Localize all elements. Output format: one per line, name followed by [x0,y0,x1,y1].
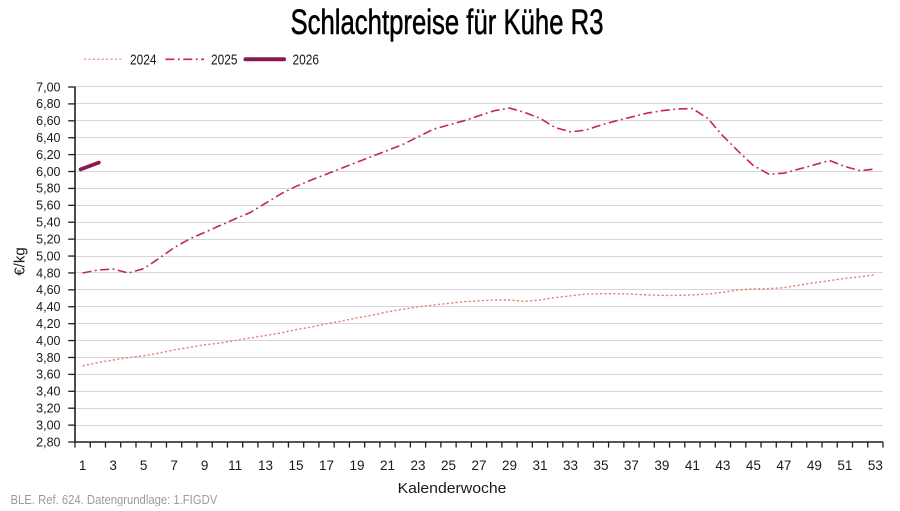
svg-text:31: 31 [532,458,547,473]
svg-text:3,60: 3,60 [36,368,60,382]
svg-text:45: 45 [746,458,761,473]
svg-text:49: 49 [807,458,822,473]
svg-text:4,20: 4,20 [36,317,60,331]
svg-text:7,00: 7,00 [36,80,60,94]
svg-text:4,00: 4,00 [36,334,60,348]
svg-text:13: 13 [258,458,273,473]
svg-text:23: 23 [411,458,426,473]
svg-text:1: 1 [79,458,87,473]
svg-text:2024: 2024 [130,51,156,67]
svg-text:2025: 2025 [211,51,237,67]
svg-text:17: 17 [319,458,334,473]
svg-text:4,80: 4,80 [36,266,60,280]
svg-text:53: 53 [868,458,883,473]
svg-text:37: 37 [624,458,639,473]
svg-text:3,00: 3,00 [36,418,60,432]
svg-text:15: 15 [289,458,304,473]
svg-text:6,20: 6,20 [36,148,60,162]
svg-text:43: 43 [715,458,730,473]
svg-text:3: 3 [109,458,117,473]
svg-text:Kalenderwoche: Kalenderwoche [398,481,507,497]
svg-text:2,80: 2,80 [36,435,60,449]
svg-text:€/kg: €/kg [12,247,29,275]
svg-text:35: 35 [593,458,608,473]
svg-text:5,60: 5,60 [36,199,60,213]
svg-text:Schlachtpreise für Kühe R3: Schlachtpreise für Kühe R3 [290,2,603,42]
svg-text:4,60: 4,60 [36,283,60,297]
svg-text:3,20: 3,20 [36,401,60,415]
svg-text:47: 47 [776,458,791,473]
svg-text:9: 9 [201,458,209,473]
svg-text:3,40: 3,40 [36,385,60,399]
svg-text:21: 21 [380,458,395,473]
svg-text:7: 7 [170,458,178,473]
svg-text:5,00: 5,00 [36,249,60,263]
svg-text:6,80: 6,80 [36,97,60,111]
svg-text:27: 27 [471,458,486,473]
svg-text:19: 19 [350,458,365,473]
svg-text:5: 5 [140,458,148,473]
svg-text:33: 33 [563,458,578,473]
svg-text:5,80: 5,80 [36,182,60,196]
svg-text:29: 29 [502,458,517,473]
svg-text:5,40: 5,40 [36,216,60,230]
svg-text:3,80: 3,80 [36,351,60,365]
svg-text:6,40: 6,40 [36,131,60,145]
svg-text:39: 39 [654,458,669,473]
svg-text:BLE. Ref. 624. Datengrundlage:: BLE. Ref. 624. Datengrundlage: 1.FIGDV [11,492,218,506]
svg-text:11: 11 [228,458,242,473]
svg-text:6,00: 6,00 [36,165,60,179]
svg-text:41: 41 [685,458,700,473]
svg-text:25: 25 [441,458,456,473]
svg-text:4,40: 4,40 [36,300,60,314]
svg-text:51: 51 [837,458,852,473]
svg-text:6,60: 6,60 [36,114,60,128]
svg-text:2026: 2026 [293,51,319,67]
svg-text:5,20: 5,20 [36,232,60,246]
